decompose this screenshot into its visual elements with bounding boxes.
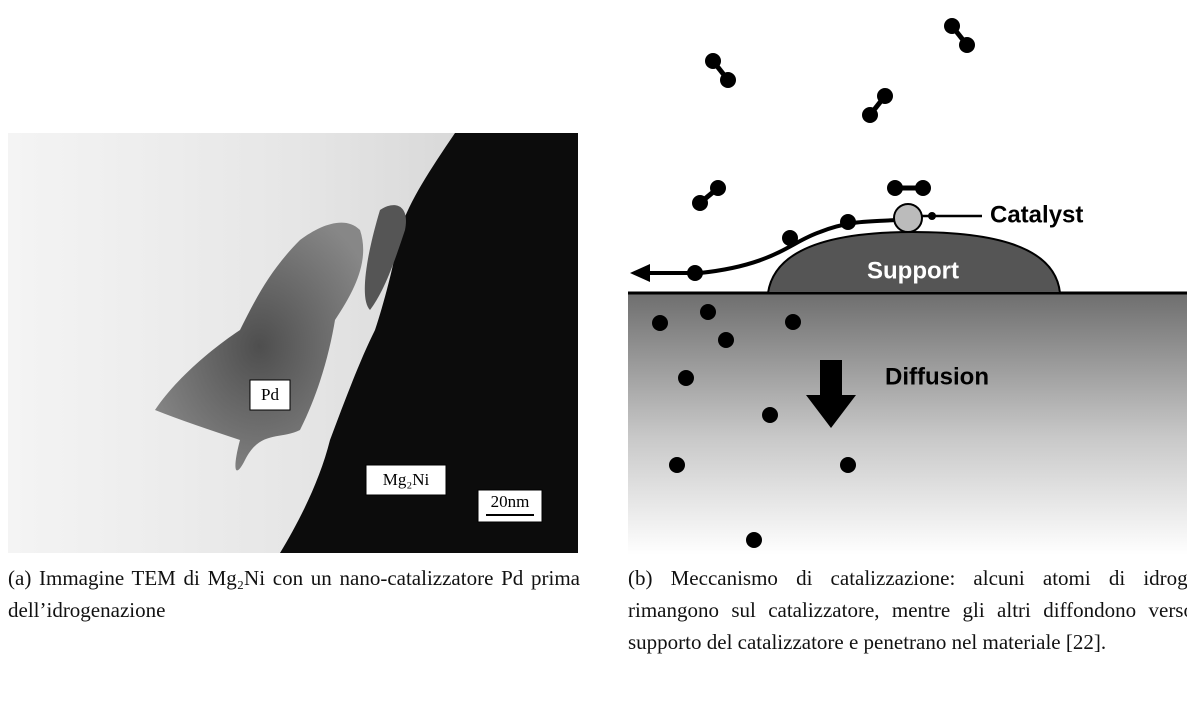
catalysis-diagram: Support Catalyst Diffusion [628,18,1187,555]
label-mg2ni: Mg₂Ni [383,470,430,489]
scale-label: 20nm [491,492,530,511]
caption-b: (b) Meccanismo di catalizzazione: alcuni… [628,562,1187,658]
label-diffusion: Diffusion [885,363,989,390]
caption-a: (a) Immagine TEM di Mg₂Ni con un nano-ca… [8,562,580,626]
tem-image: Pd Mg₂Ni 20nm [8,133,578,553]
label-catalyst: Catalyst [990,201,1083,228]
page: Pd Mg₂Ni 20nm Support Catalyst Diff [0,0,1187,715]
label-pd: Pd [261,385,279,404]
label-support: Support [867,257,959,284]
